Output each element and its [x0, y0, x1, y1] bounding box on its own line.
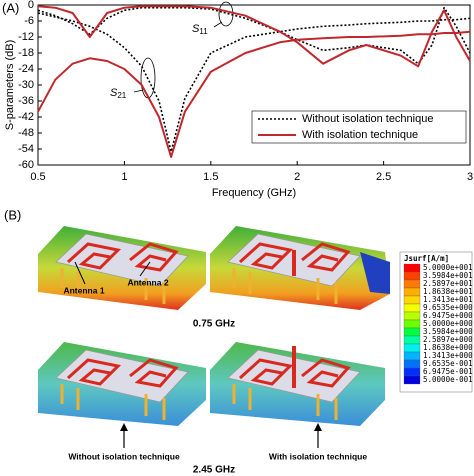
colorbar-label: 9.6535e-001	[423, 359, 473, 368]
colorbar-label: 1.8638e+000	[423, 343, 473, 352]
condition-label: Without isolation technique	[68, 451, 180, 461]
colorbar-swatch	[403, 263, 421, 273]
colorbar-swatch	[403, 279, 421, 289]
simulation-image	[210, 342, 385, 426]
panel-label: (A)	[2, 0, 19, 15]
y-tick-label: -48	[18, 127, 34, 139]
colorbar-swatch	[403, 359, 421, 369]
y-tick-label: 0	[28, 0, 34, 11]
annotation-leader	[213, 21, 223, 28]
colorbar-swatch	[403, 327, 421, 337]
series-line	[37, 6, 471, 65]
colorbar-label: 1.3413e+001	[423, 295, 473, 304]
colorbar-label: 1.3413e+000	[423, 351, 473, 360]
legend-box	[251, 110, 467, 144]
colorbar-label: 6.9475e+000	[423, 311, 473, 320]
y-tick-label: -60	[18, 159, 34, 171]
simulation-image	[38, 342, 206, 426]
series-line	[37, 30, 471, 158]
x-tick-label: 2	[294, 171, 300, 183]
colorbar-swatch	[403, 287, 421, 297]
colorbar-label: 1.8638e+001	[423, 287, 473, 296]
series-line	[37, 5, 471, 68]
x-tick-label: 1	[121, 171, 127, 183]
y-tick-label: -6	[24, 15, 34, 27]
x-tick-label: 0.5	[30, 171, 45, 183]
legend-label: Without isolation technique	[302, 113, 433, 125]
x-axis-label: Frequency (GHz)	[212, 187, 296, 199]
colorbar-swatch	[403, 335, 421, 345]
colorbar-swatch	[403, 343, 421, 353]
frequency-label: 0.75 GHz	[193, 319, 235, 330]
annotation-ellipse	[218, 1, 234, 27]
colorbar-swatch	[403, 367, 421, 377]
colorbar-label: 5.0000e-001	[423, 375, 473, 384]
simulation-image	[38, 226, 206, 310]
y-tick-label: -30	[18, 79, 34, 91]
y-tick-label: -54	[18, 143, 34, 155]
colorbar-swatch	[403, 311, 421, 321]
arrow-head	[314, 423, 322, 431]
arrow-head	[120, 423, 128, 431]
colorbar-label: 2.5897e+001	[423, 279, 473, 288]
colorbar-swatch	[403, 351, 421, 361]
colorbar-label: 3.5984e+000	[423, 327, 473, 336]
annotation-leader	[133, 89, 144, 93]
colorbar-label: 5.0000e+000	[423, 319, 473, 328]
colorbar-swatch	[403, 271, 421, 281]
colorbar-label: 6.9475e-001	[423, 367, 473, 376]
frequency-label: 2.45 GHz	[193, 465, 235, 476]
x-tick-label: 1.5	[203, 171, 218, 183]
legend-label: With isolation technique	[302, 129, 418, 141]
y-tick-label: -24	[18, 63, 34, 75]
annotation: S21	[110, 87, 127, 100]
colorbar-title: Jsurf[A/m]	[404, 254, 449, 263]
y-tick-label: -42	[18, 111, 34, 123]
arrow	[74, 261, 86, 285]
x-tick-label: 2.5	[376, 171, 391, 183]
colorbar-label: 9.6535e+000	[423, 303, 473, 312]
colorbar-swatch	[403, 375, 421, 385]
callout: Antenna 2	[127, 277, 168, 287]
colorbar-swatch	[403, 295, 421, 305]
y-tick-label: -12	[18, 31, 34, 43]
simulation-image	[210, 226, 390, 310]
y-tick-label: -18	[18, 47, 34, 59]
y-tick-label: -36	[18, 95, 34, 107]
annotation: S11	[192, 23, 208, 36]
colorbar-label: 3.5984e+001	[423, 271, 473, 280]
callout: Antenna 1	[63, 285, 104, 295]
colorbar-swatch	[403, 303, 421, 313]
series-line	[37, 12, 471, 153]
panel-label: (B)	[4, 207, 21, 222]
arrow	[139, 261, 151, 277]
condition-label: With isolation technique	[269, 451, 367, 461]
y-axis-label: S-parameters (dB)	[4, 40, 16, 130]
colorbar-label: 2.5897e+000	[423, 335, 473, 344]
colorbar-label: 5.0000e+001	[423, 263, 473, 272]
colorbar-swatch	[403, 319, 421, 329]
x-tick-label: 3	[467, 171, 473, 183]
